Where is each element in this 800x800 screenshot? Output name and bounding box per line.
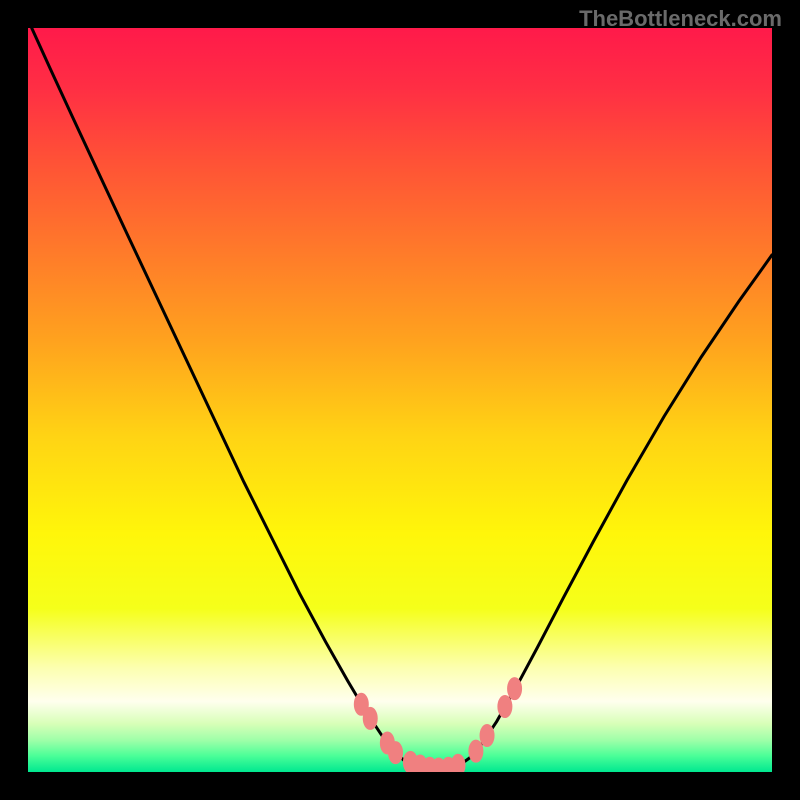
- marker: [389, 742, 403, 764]
- marker: [508, 678, 522, 700]
- watermark-text: TheBottleneck.com: [579, 6, 782, 32]
- marker: [469, 740, 483, 762]
- plot-background: [28, 28, 772, 772]
- chart-container: TheBottleneck.com: [0, 0, 800, 800]
- marker: [498, 696, 512, 718]
- marker: [480, 725, 494, 747]
- plot-area: [28, 28, 772, 772]
- marker: [451, 754, 465, 772]
- marker: [363, 707, 377, 729]
- plot-svg: [28, 28, 772, 772]
